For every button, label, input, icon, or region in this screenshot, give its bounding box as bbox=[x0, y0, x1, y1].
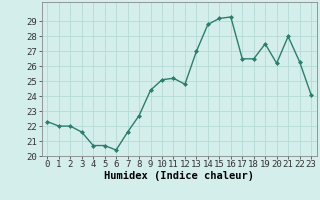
X-axis label: Humidex (Indice chaleur): Humidex (Indice chaleur) bbox=[104, 171, 254, 181]
